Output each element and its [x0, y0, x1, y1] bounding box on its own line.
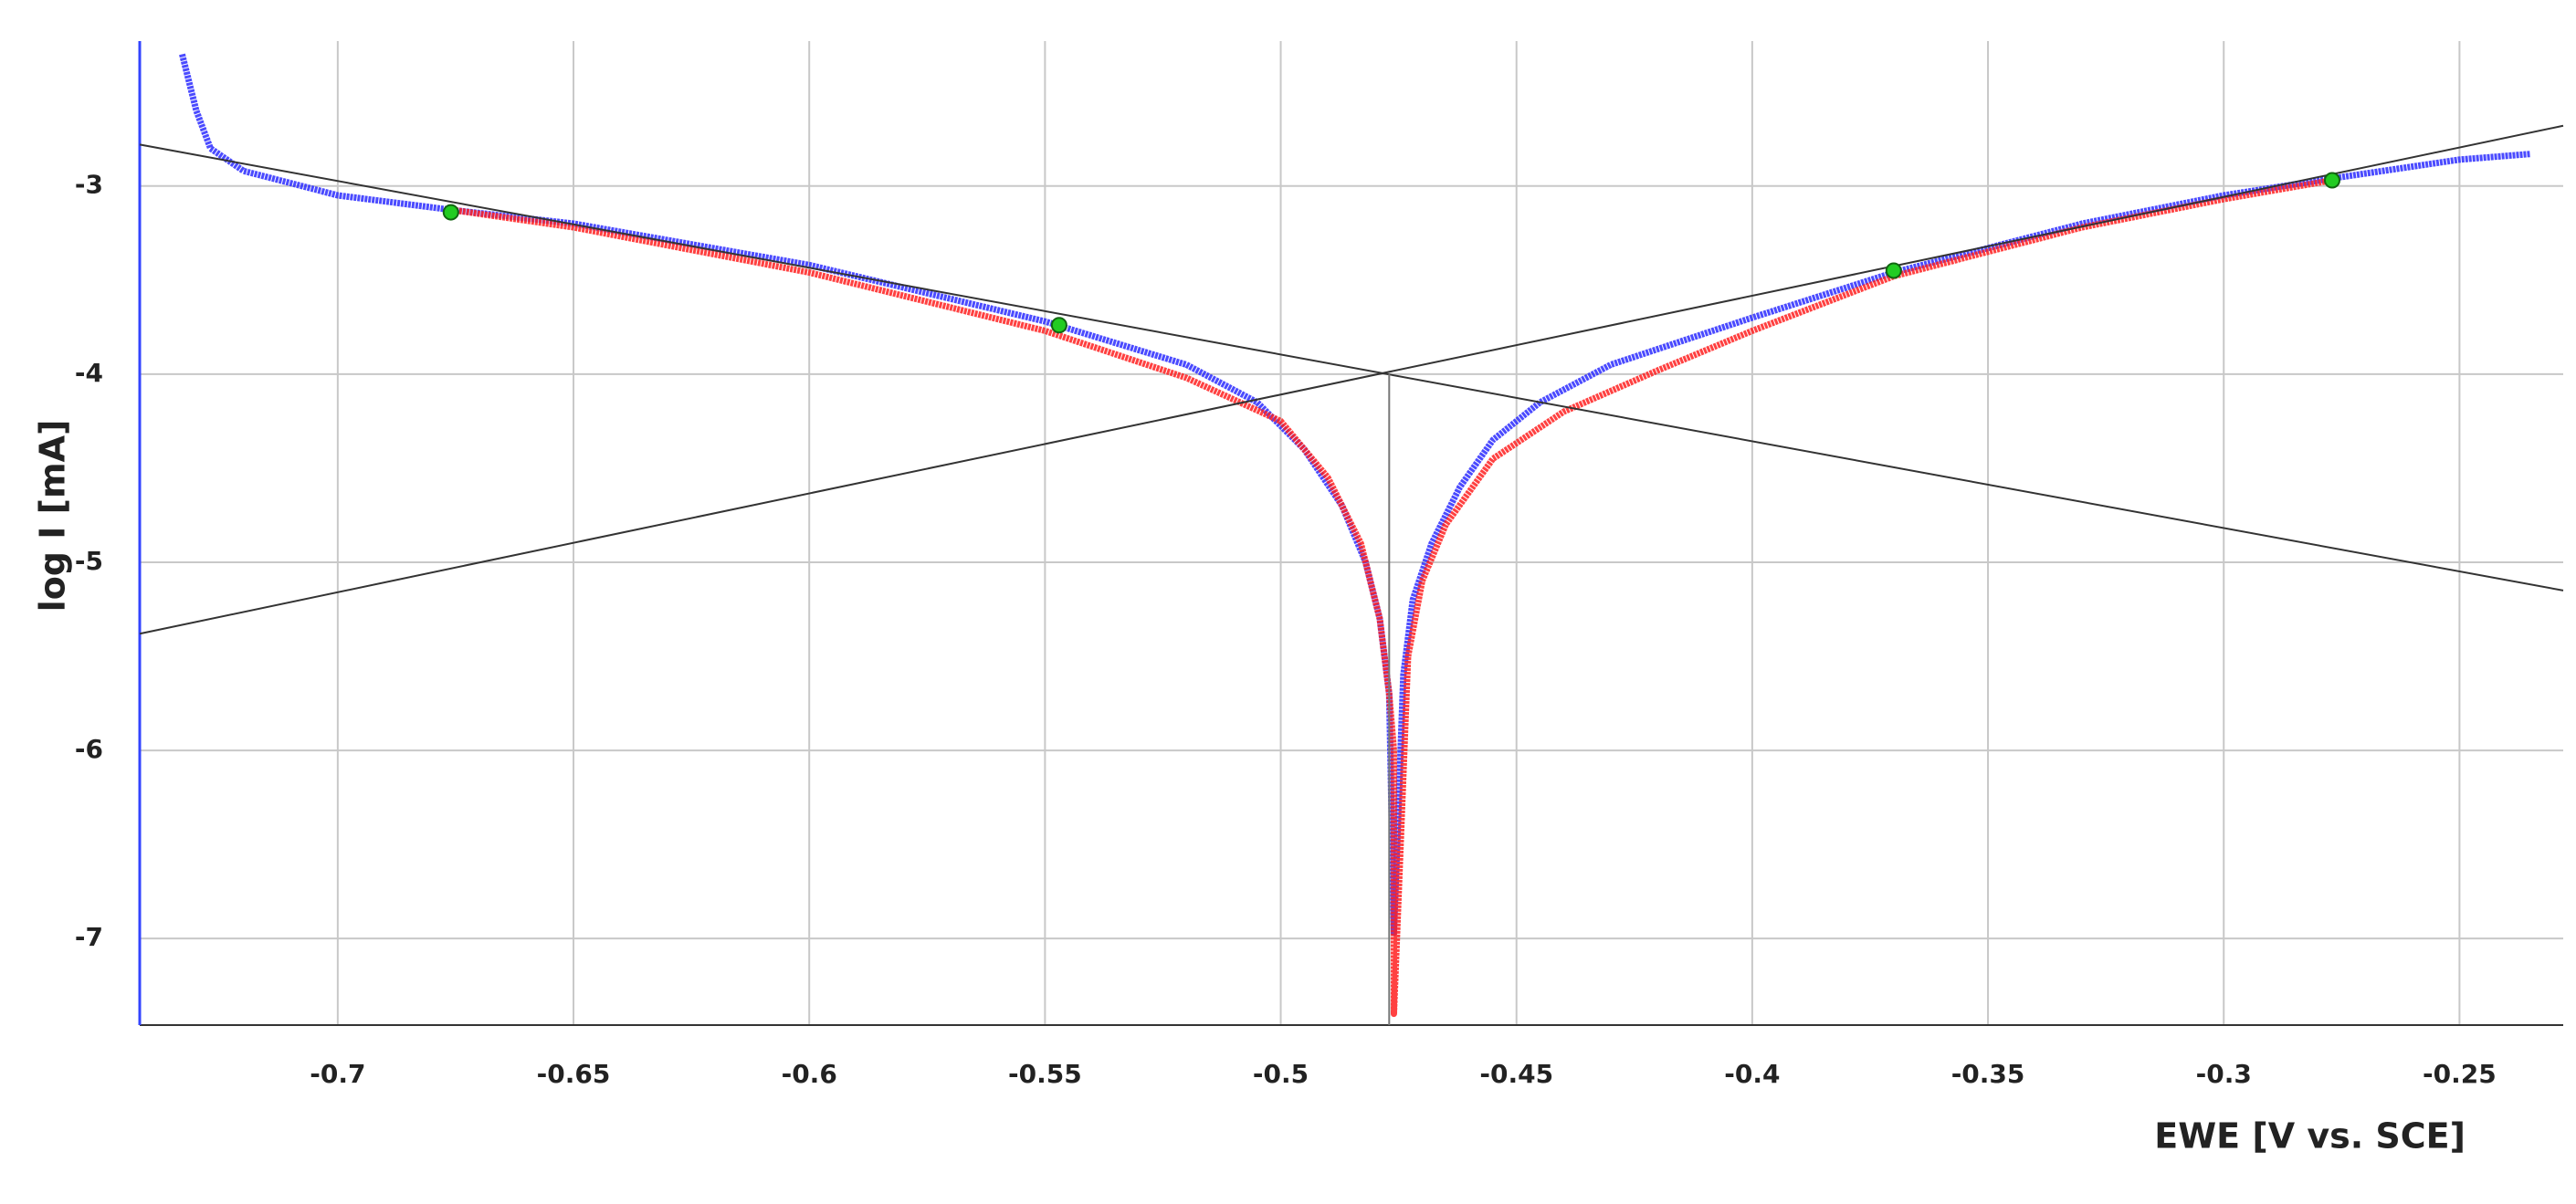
- data-curve: [455, 177, 2333, 1018]
- x-tick-label: -0.55: [1008, 1059, 1082, 1089]
- x-tick-label: -0.3: [2196, 1059, 2252, 1089]
- y-tick-label: -6: [75, 734, 103, 764]
- y-tick-label: -5: [75, 546, 103, 576]
- y-axis-label: log I [mA]: [33, 420, 73, 612]
- point: [442, 204, 459, 221]
- x-tick-label: -0.35: [1951, 1059, 2025, 1089]
- x-tick-label: -0.25: [2423, 1059, 2497, 1089]
- y-tick-label: -3: [75, 170, 103, 200]
- x-axis-label: EWE [V vs. SCE]: [2154, 1116, 2466, 1157]
- y-tick-label: -7: [75, 922, 103, 952]
- x-tick-label: -0.7: [310, 1059, 365, 1089]
- fit-line: [139, 124, 2564, 635]
- x-tick-label: -0.65: [537, 1059, 611, 1089]
- point: [2323, 172, 2340, 189]
- point: [1050, 317, 1067, 334]
- x-tick-label: -0.5: [1253, 1059, 1309, 1089]
- x-tick-label: -0.45: [1479, 1059, 1553, 1089]
- x-tick-label: -0.4: [1724, 1059, 1780, 1089]
- fit-line: [139, 143, 2564, 592]
- x-tick-label: -0.6: [782, 1059, 837, 1089]
- point: [1885, 262, 1902, 279]
- y-tick-label: -4: [75, 358, 103, 388]
